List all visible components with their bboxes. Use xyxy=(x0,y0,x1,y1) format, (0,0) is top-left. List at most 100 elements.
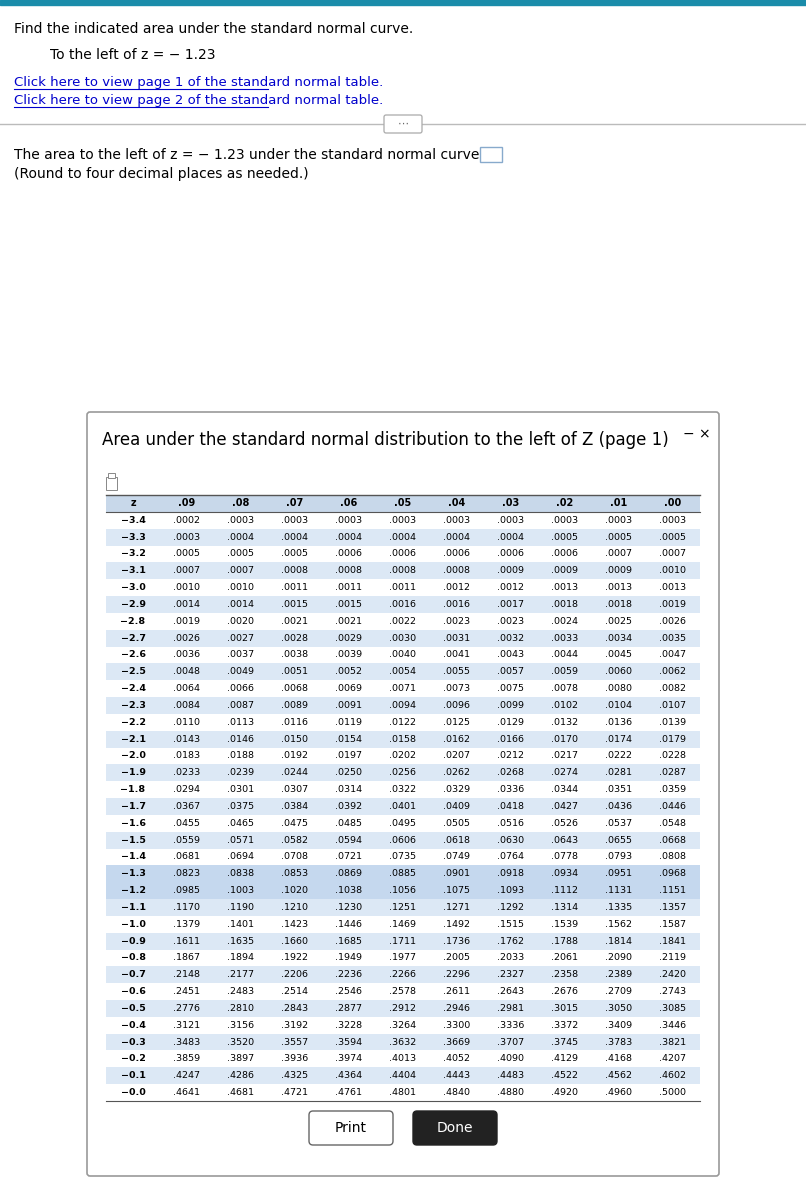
Bar xyxy=(106,529,700,546)
Text: .1539: .1539 xyxy=(551,919,579,929)
Text: .0034: .0034 xyxy=(605,634,633,642)
Text: .0033: .0033 xyxy=(551,634,579,642)
Text: .0031: .0031 xyxy=(443,634,471,642)
Text: .0005: .0005 xyxy=(281,550,309,558)
Text: Done: Done xyxy=(437,1121,473,1135)
Text: .0301: .0301 xyxy=(227,785,255,794)
Text: .0853: .0853 xyxy=(281,869,309,878)
Text: .0401: .0401 xyxy=(389,802,417,811)
Text: .0336: .0336 xyxy=(497,785,525,794)
Text: .0207: .0207 xyxy=(443,751,471,761)
Text: .3156: .3156 xyxy=(227,1021,255,1030)
Text: .2546: .2546 xyxy=(335,988,363,996)
Text: −1.1: −1.1 xyxy=(121,902,146,912)
Bar xyxy=(106,1000,700,1016)
Text: .0250: .0250 xyxy=(335,768,363,778)
Text: .4443: .4443 xyxy=(443,1072,471,1080)
Text: .0035: .0035 xyxy=(659,634,687,642)
Text: .0080: .0080 xyxy=(605,684,633,694)
Text: .0011: .0011 xyxy=(281,583,309,592)
Text: .0132: .0132 xyxy=(551,718,579,727)
Text: .0367: .0367 xyxy=(173,802,201,811)
Text: .2177: .2177 xyxy=(227,971,255,979)
Text: .0934: .0934 xyxy=(551,869,579,878)
Text: .1314: .1314 xyxy=(551,902,579,912)
Text: .0009: .0009 xyxy=(605,566,633,575)
Text: .1562: .1562 xyxy=(605,919,633,929)
Text: −2.3: −2.3 xyxy=(121,701,145,710)
Text: .1093: .1093 xyxy=(497,886,525,895)
Text: .0197: .0197 xyxy=(335,751,363,761)
Text: .2810: .2810 xyxy=(227,1004,255,1013)
Text: .0409: .0409 xyxy=(443,802,471,811)
Text: .4960: .4960 xyxy=(605,1088,633,1097)
Text: .1251: .1251 xyxy=(389,902,417,912)
Bar xyxy=(106,966,700,983)
Bar xyxy=(106,1050,700,1067)
Text: .0021: .0021 xyxy=(281,617,309,625)
Text: .0233: .0233 xyxy=(173,768,201,778)
Text: .2033: .2033 xyxy=(497,954,525,962)
Text: .0002: .0002 xyxy=(173,516,201,524)
Text: .3336: .3336 xyxy=(497,1021,525,1030)
Text: .0013: .0013 xyxy=(659,583,687,592)
Text: .0006: .0006 xyxy=(335,550,363,558)
Text: .0014: .0014 xyxy=(227,600,255,608)
Text: .0060: .0060 xyxy=(605,667,633,677)
Text: .07: .07 xyxy=(286,498,304,509)
Text: Click here to view page 2 of the standard normal table.: Click here to view page 2 of the standar… xyxy=(14,94,383,107)
Text: .0009: .0009 xyxy=(551,566,579,575)
Text: .1949: .1949 xyxy=(335,954,363,962)
Text: .3707: .3707 xyxy=(497,1038,525,1046)
Text: .0032: .0032 xyxy=(497,634,525,642)
Text: .0455: .0455 xyxy=(173,818,201,828)
Text: .0059: .0059 xyxy=(551,667,579,677)
Text: .1292: .1292 xyxy=(497,902,525,912)
Text: .0119: .0119 xyxy=(335,718,363,727)
Text: .0951: .0951 xyxy=(605,869,633,878)
Text: .0202: .0202 xyxy=(389,751,417,761)
Text: .0010: .0010 xyxy=(227,583,255,592)
Text: −2.2: −2.2 xyxy=(121,718,146,727)
Text: .0016: .0016 xyxy=(443,600,471,608)
Text: .1020: .1020 xyxy=(281,886,309,895)
FancyBboxPatch shape xyxy=(87,412,719,1176)
Text: .4641: .4641 xyxy=(173,1088,201,1097)
Bar xyxy=(106,764,700,781)
Text: .0005: .0005 xyxy=(605,533,633,541)
Text: −2.1: −2.1 xyxy=(121,734,146,744)
Text: .2514: .2514 xyxy=(281,988,309,996)
Text: .0838: .0838 xyxy=(227,869,255,878)
Text: .0084: .0084 xyxy=(173,701,201,710)
Text: .0102: .0102 xyxy=(551,701,579,710)
Text: .0262: .0262 xyxy=(443,768,471,778)
Text: .0154: .0154 xyxy=(335,734,363,744)
Text: .0023: .0023 xyxy=(443,617,471,625)
Text: .0136: .0136 xyxy=(605,718,633,727)
Text: .3192: .3192 xyxy=(281,1021,309,1030)
Text: .0051: .0051 xyxy=(281,667,309,677)
Text: .4052: .4052 xyxy=(443,1055,471,1063)
Text: .08: .08 xyxy=(232,498,250,509)
Text: .0099: .0099 xyxy=(497,701,525,710)
Text: .1210: .1210 xyxy=(281,902,309,912)
Text: .2420: .2420 xyxy=(659,971,687,979)
Text: .0004: .0004 xyxy=(389,533,417,541)
Text: .0427: .0427 xyxy=(551,802,579,811)
Text: .2643: .2643 xyxy=(497,988,525,996)
Text: .0012: .0012 xyxy=(497,583,525,592)
Bar xyxy=(106,781,700,798)
Text: Print: Print xyxy=(335,1121,367,1135)
Text: .0146: .0146 xyxy=(227,734,255,744)
Text: .0008: .0008 xyxy=(389,566,417,575)
Text: .1587: .1587 xyxy=(659,919,687,929)
Text: .4090: .4090 xyxy=(497,1055,525,1063)
Bar xyxy=(106,563,700,580)
Text: .0885: .0885 xyxy=(389,869,417,878)
Text: −1.8: −1.8 xyxy=(120,785,146,794)
Text: −2.6: −2.6 xyxy=(121,650,146,660)
Text: .0239: .0239 xyxy=(227,768,255,778)
Text: .0025: .0025 xyxy=(605,617,633,625)
Text: .0007: .0007 xyxy=(659,550,687,558)
Text: .0020: .0020 xyxy=(227,617,255,625)
